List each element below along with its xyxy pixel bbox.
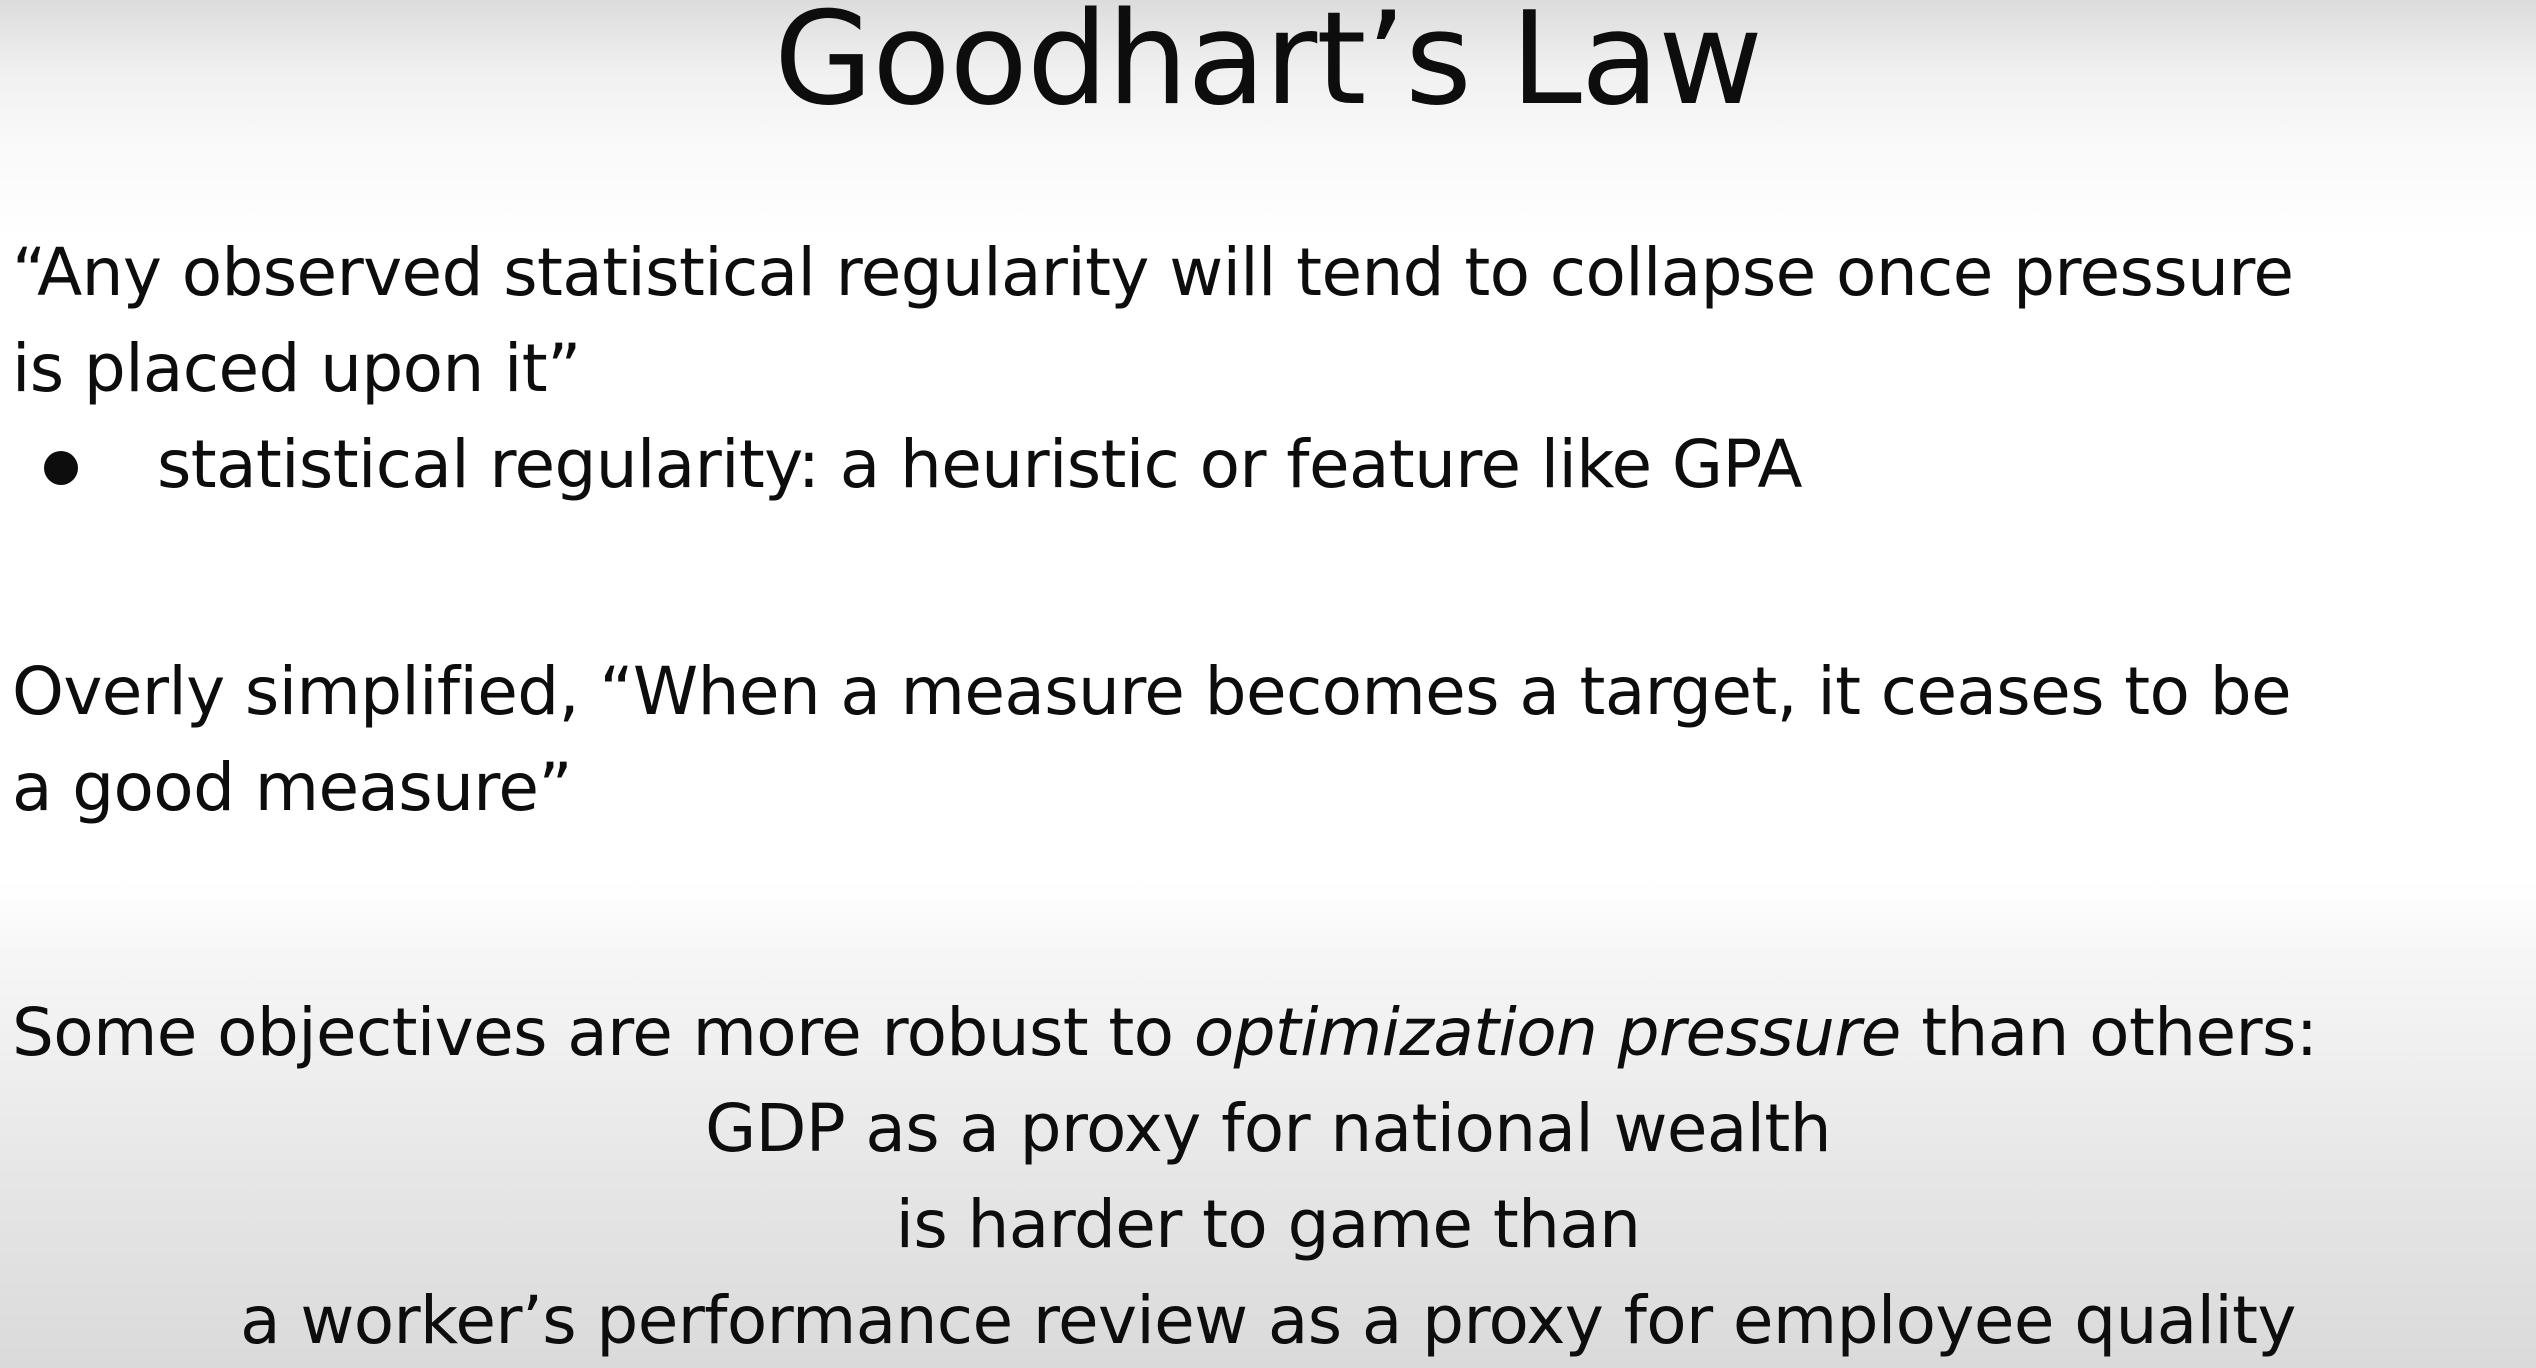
example-line-1: GDP as a proxy for national wealth xyxy=(705,1090,1831,1167)
slide-title: Goodhart’s Law xyxy=(774,0,1763,134)
robust-tail-text: than others: xyxy=(1900,994,2318,1071)
simplified-line-1: Overly simplified, “When a measure becom… xyxy=(12,653,2292,730)
optimization-pressure-emphasis: optimization pressure xyxy=(1193,994,1902,1071)
robust-lead-text: Some objectives are more robust to xyxy=(12,994,1194,1071)
bullet-icon xyxy=(44,451,78,485)
example-line-2: is harder to game than xyxy=(895,1186,1641,1263)
simplified-line-2: a good measure” xyxy=(12,749,573,826)
example-line-3: a worker’s performance review as a proxy… xyxy=(240,1282,2296,1359)
bullet-item-statistical-regularity: statistical regularity: a heuristic or f… xyxy=(157,426,1803,503)
robust-objectives-line: Some objectives are more robust to optim… xyxy=(12,1000,2318,1066)
quote-line-2: is placed upon it” xyxy=(12,330,581,407)
quote-line-1: “Any observed statistical regularity wil… xyxy=(12,234,2294,311)
